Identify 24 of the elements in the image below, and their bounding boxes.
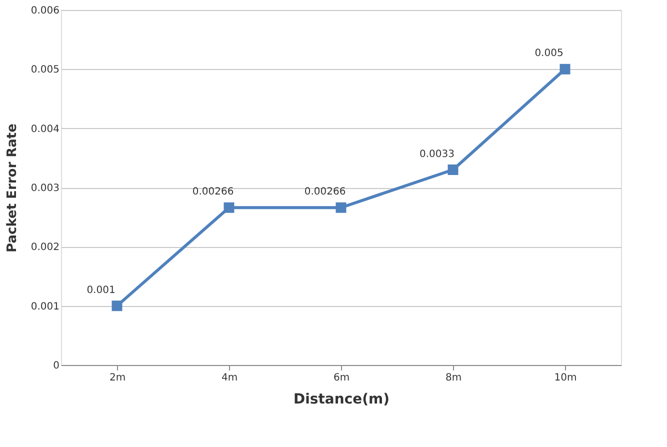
x-tick-label: 10m (554, 372, 577, 384)
y-tick-label: 0.004 (30, 124, 60, 135)
data-label: 0.00266 (304, 186, 346, 198)
point (112, 300, 122, 312)
data-label: 0.005 (534, 48, 564, 60)
x-tick-label: 8m (445, 372, 462, 384)
x-tick-label: 4m (221, 372, 238, 384)
data-label: 0.0033 (420, 148, 454, 160)
y-axis-title: Packet Error Rate (4, 123, 20, 252)
point (448, 164, 458, 175)
y-tick-label: 0.001 (30, 301, 60, 312)
x-axis-title: Distance(m) (293, 392, 390, 408)
point (224, 202, 234, 213)
y-tick-label: 0.003 (30, 183, 60, 194)
x-tick-label: 2m (109, 372, 126, 384)
x-tick-label: 6m (333, 372, 350, 384)
data-label: 0.001 (86, 284, 116, 296)
y-tick-label: 0 (53, 360, 60, 372)
y-tick-label: 0.002 (30, 242, 60, 254)
point (336, 202, 346, 213)
data-label: 0.00266 (192, 186, 234, 198)
y-tick-label: 0.006 (30, 6, 60, 16)
y-tick-label: 0.005 (30, 64, 60, 76)
point (560, 64, 570, 74)
